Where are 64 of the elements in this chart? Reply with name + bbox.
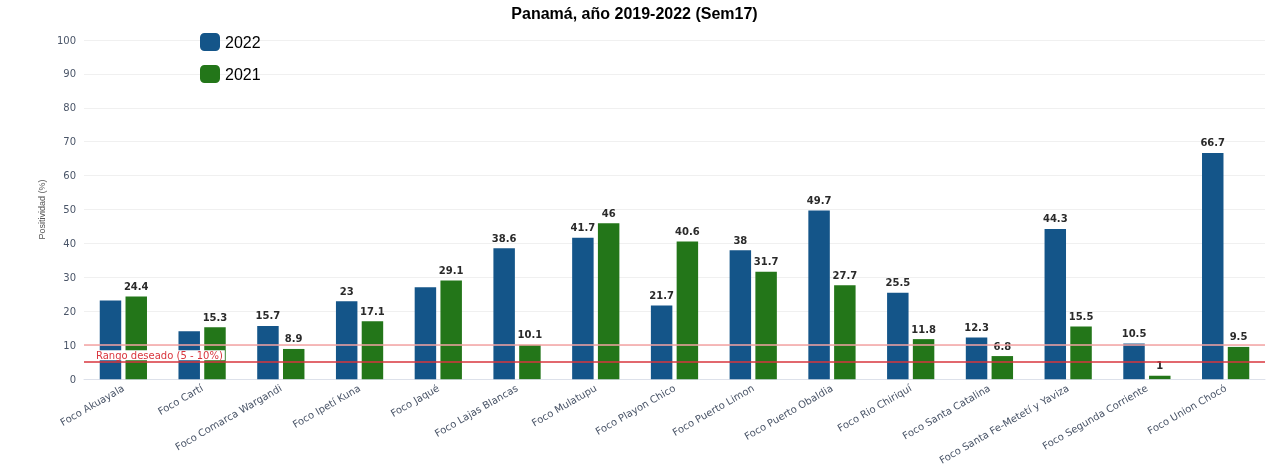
data-label: 31.7 bbox=[753, 256, 779, 268]
bar bbox=[834, 285, 856, 380]
data-label: 21.7 bbox=[649, 290, 674, 302]
y-tick-label: 40 bbox=[63, 237, 76, 249]
data-label: 66.7 bbox=[1200, 137, 1226, 149]
bar bbox=[572, 237, 594, 380]
y-tick-label: 50 bbox=[63, 204, 76, 216]
bar bbox=[361, 321, 384, 380]
data-label: 41.7 bbox=[570, 222, 596, 234]
bar bbox=[257, 325, 279, 380]
ref-line-label: Rango deseado (5 - 10%) bbox=[96, 349, 223, 361]
data-label: 25.5 bbox=[885, 277, 911, 289]
bar bbox=[493, 248, 515, 380]
chart-title: Panamá, año 2019-2022 (Sem17) bbox=[511, 4, 758, 22]
data-label: 44.3 bbox=[1042, 213, 1068, 225]
bar bbox=[335, 301, 358, 380]
bar bbox=[1227, 346, 1250, 380]
bar bbox=[1202, 152, 1224, 380]
bar bbox=[440, 280, 462, 380]
data-label: 15.7 bbox=[255, 310, 281, 322]
y-tick-label: 80 bbox=[63, 102, 76, 114]
data-label: 12.3 bbox=[964, 321, 989, 333]
data-label: 15.3 bbox=[202, 311, 228, 323]
data-label: 46 bbox=[601, 207, 616, 219]
data-label: 40.6 bbox=[675, 225, 700, 237]
legend-label: 2021 bbox=[225, 65, 261, 83]
data-label: 10.1 bbox=[517, 329, 543, 341]
bar bbox=[887, 292, 909, 380]
bar bbox=[1044, 228, 1067, 380]
y-axis-title: Positividad (%) bbox=[36, 179, 47, 240]
bar bbox=[597, 223, 620, 380]
data-label: 1 bbox=[1156, 360, 1164, 372]
data-label: 9.5 bbox=[1229, 331, 1248, 343]
bar bbox=[414, 287, 437, 380]
bar bbox=[650, 305, 673, 380]
data-label: 49.7 bbox=[806, 195, 832, 207]
bar bbox=[676, 241, 699, 380]
y-tick-label: 0 bbox=[69, 373, 76, 385]
data-label: 8.9 bbox=[284, 333, 303, 345]
bar bbox=[729, 250, 752, 380]
bar bbox=[282, 348, 305, 380]
data-label: 15.5 bbox=[1068, 311, 1094, 323]
data-label: 29.1 bbox=[438, 264, 464, 276]
bar bbox=[1070, 326, 1092, 380]
y-tick-label: 90 bbox=[63, 68, 76, 80]
data-label: 38 bbox=[733, 234, 748, 246]
data-label: 24.4 bbox=[123, 280, 149, 292]
y-tick-label: 70 bbox=[63, 136, 76, 148]
bar bbox=[808, 210, 830, 380]
y-tick-label: 30 bbox=[63, 271, 76, 283]
data-label: 17.1 bbox=[360, 305, 385, 317]
data-label: 10.5 bbox=[1121, 328, 1147, 340]
y-tick-label: 10 bbox=[63, 339, 76, 351]
data-label: 23 bbox=[339, 285, 354, 297]
data-label: 27.7 bbox=[832, 269, 858, 281]
data-label: 11.8 bbox=[911, 323, 936, 335]
bar bbox=[755, 271, 777, 380]
bar bbox=[1149, 375, 1171, 380]
y-tick-label: 20 bbox=[63, 305, 76, 317]
y-tick-label: 60 bbox=[63, 170, 76, 182]
y-tick-label: 100 bbox=[56, 34, 76, 46]
data-label: 6.8 bbox=[993, 340, 1012, 352]
legend-label: 2022 bbox=[225, 33, 261, 51]
data-label: 38.6 bbox=[491, 232, 517, 244]
